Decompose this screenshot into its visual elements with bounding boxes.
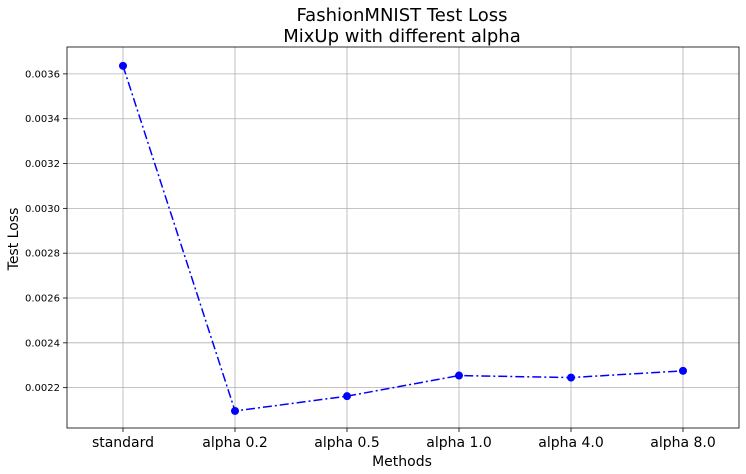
y-tick-label: 0.0032: [25, 159, 60, 170]
x-tick-label: alpha 4.0: [538, 435, 604, 451]
grid-lines: [67, 47, 739, 428]
y-tick-label: 0.0024: [25, 338, 60, 349]
chart-title: FashionMNIST Test Loss: [296, 5, 507, 26]
y-tick-label: 0.0026: [25, 294, 60, 305]
data-point: [231, 406, 239, 415]
y-tick-label: 0.0034: [25, 114, 60, 125]
y-tick-label: 0.0030: [25, 204, 60, 215]
y-axis-label: Test Loss: [6, 208, 22, 272]
x-axis-ticks: standard alpha 0.2 alpha 0.5 alpha 1.0 alpha…: [92, 428, 716, 451]
plot-frame: [66, 46, 740, 429]
y-tick-label: 0.0022: [25, 383, 60, 394]
x-tick-label: alpha 8.0: [650, 435, 716, 451]
x-tick-label: alpha 0.5: [314, 435, 380, 451]
series-layer: [119, 61, 687, 415]
y-tick-label: 0.0028: [25, 249, 60, 260]
x-axis-label: Methods: [372, 454, 432, 470]
x-tick-label: standard: [92, 435, 154, 451]
data-point: [567, 373, 575, 382]
data-point: [455, 371, 463, 380]
y-tick-label: 0.0036: [25, 69, 60, 80]
y-axis-ticks: 0.0022 0.0024 0.0026 0.0028 0.0030 0.0032 0.00…: [25, 69, 67, 394]
data-point: [343, 392, 351, 401]
data-point: [119, 61, 127, 70]
series-line: [122, 65, 684, 412]
x-tick-label: alpha 0.2: [202, 435, 268, 451]
chart-subtitle: MixUp with different alpha: [283, 26, 520, 47]
data-point: [679, 366, 687, 375]
x-tick-label: alpha 1.0: [426, 435, 492, 451]
